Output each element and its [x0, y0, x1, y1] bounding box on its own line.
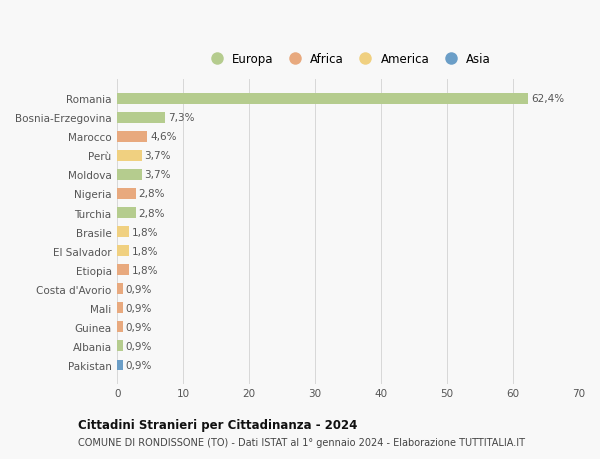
Bar [117, 113, 165, 123]
Bar [117, 265, 129, 275]
Text: 7,3%: 7,3% [168, 113, 194, 123]
Text: 3,7%: 3,7% [144, 170, 170, 180]
Text: 2,8%: 2,8% [138, 189, 165, 199]
Text: Cittadini Stranieri per Cittadinanza - 2024: Cittadini Stranieri per Cittadinanza - 2… [78, 418, 358, 431]
Bar [117, 94, 529, 104]
Text: 0,9%: 0,9% [126, 341, 152, 351]
Bar [117, 246, 129, 256]
Bar [117, 208, 136, 218]
Text: 62,4%: 62,4% [531, 94, 564, 104]
Bar [117, 284, 123, 294]
Bar [117, 341, 123, 351]
Text: 0,9%: 0,9% [126, 303, 152, 313]
Text: 0,9%: 0,9% [126, 360, 152, 370]
Text: 2,8%: 2,8% [138, 208, 165, 218]
Text: 1,8%: 1,8% [131, 227, 158, 237]
Bar [117, 151, 142, 161]
Bar [117, 227, 129, 237]
Bar [117, 322, 123, 332]
Bar [117, 170, 142, 180]
Text: 4,6%: 4,6% [150, 132, 176, 142]
Bar [117, 189, 136, 199]
Legend: Europa, Africa, America, Asia: Europa, Africa, America, Asia [205, 52, 491, 66]
Text: 1,8%: 1,8% [131, 246, 158, 256]
Text: 0,9%: 0,9% [126, 322, 152, 332]
Text: 3,7%: 3,7% [144, 151, 170, 161]
Bar [117, 360, 123, 370]
Text: 1,8%: 1,8% [131, 265, 158, 275]
Text: 0,9%: 0,9% [126, 284, 152, 294]
Bar [117, 303, 123, 313]
Bar [117, 132, 148, 142]
Text: COMUNE DI RONDISSONE (TO) - Dati ISTAT al 1° gennaio 2024 - Elaborazione TUTTITA: COMUNE DI RONDISSONE (TO) - Dati ISTAT a… [78, 437, 525, 447]
